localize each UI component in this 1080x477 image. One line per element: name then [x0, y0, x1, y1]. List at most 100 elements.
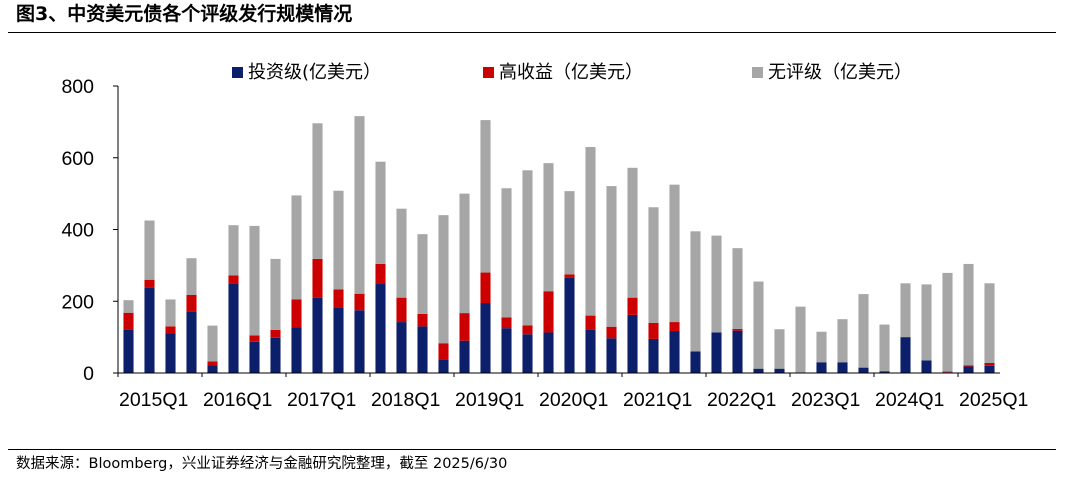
- figure-title: 图3、中资美元债各个评级发行规模情况: [16, 3, 353, 25]
- bottom-rule: [8, 449, 1056, 450]
- bar-2018Q2-series-1: [396, 297, 407, 323]
- bar-2015Q3-series-0: [165, 333, 176, 373]
- bar-2015Q3-series-2: [165, 299, 176, 327]
- bar-2019Q3-series-1: [501, 317, 512, 329]
- bar-2019Q3-series-2: [501, 188, 512, 318]
- bar-2018Q2-series-2: [396, 208, 407, 298]
- bar-2015Q2-series-2: [144, 220, 155, 280]
- bar-2017Q4-series-1: [354, 293, 365, 311]
- bar-2016Q1-series-1: [207, 361, 218, 366]
- bar-2016Q1-series-0: [207, 365, 218, 373]
- bar-2017Q4-series-0: [354, 310, 365, 373]
- legend-label-series-1: 高收益（亿美元）: [499, 62, 643, 83]
- bar-2025Q1-series-0: [963, 366, 974, 373]
- bar-2021Q2-series-2: [648, 207, 659, 323]
- y-tick-label: 800: [61, 76, 94, 98]
- bar-2023Q3-series-0: [837, 362, 848, 373]
- bar-2024Q3-series-0: [921, 360, 932, 373]
- bar-2019Q1-series-2: [459, 193, 470, 314]
- bar-2019Q4-series-1: [522, 325, 533, 335]
- x-tick-label: 2016Q1: [203, 389, 272, 411]
- bar-2015Q3-series-1: [165, 326, 176, 334]
- bar-2020Q4-series-0: [606, 338, 617, 373]
- bar-2022Q2-series-0: [732, 330, 743, 373]
- y-tick-label: 600: [61, 148, 94, 170]
- x-tick-label: 2025Q1: [959, 389, 1028, 411]
- bar-2019Q4-series-0: [522, 334, 533, 373]
- bar-2024Q1-series-0: [879, 371, 890, 373]
- bar-2021Q3-series-1: [669, 322, 680, 332]
- bar-2023Q4-series-0: [858, 367, 869, 373]
- bar-2023Q1-series-2: [795, 306, 806, 373]
- bar-2020Q3-series-0: [585, 329, 596, 373]
- bar-2022Q4-series-2: [774, 329, 785, 369]
- bar-2015Q1-series-2: [123, 300, 134, 313]
- bar-2015Q4-series-1: [186, 294, 197, 312]
- bar-2025Q1-series-1: [963, 365, 974, 367]
- bar-2016Q4-series-1: [270, 329, 281, 338]
- bar-2024Q4-series-2: [942, 272, 953, 372]
- bar-2025Q2-series-1: [984, 362, 995, 366]
- bar-2018Q1-series-0: [375, 284, 386, 373]
- bar-2020Q1-series-2: [543, 163, 554, 292]
- x-tick-label: 2022Q1: [707, 389, 776, 411]
- bar-2025Q1-series-2: [963, 263, 974, 366]
- source-note: 数据来源：Bloomberg，兴业证券经济与金融研究院整理，截至 2025/6/…: [16, 456, 508, 472]
- bar-2017Q1-series-2: [291, 195, 302, 300]
- bar-2016Q3-series-1: [249, 335, 260, 342]
- bar-2024Q2-series-0: [900, 337, 911, 374]
- bar-2022Q3-series-0: [753, 368, 764, 373]
- bar-2017Q2-series-1: [312, 258, 323, 298]
- x-tick-label: 2019Q1: [455, 389, 524, 411]
- bar-2018Q4-series-0: [438, 359, 449, 373]
- bar-2015Q1-series-1: [123, 312, 134, 330]
- bar-2020Q2-series-1: [564, 274, 575, 278]
- bar-2021Q2-series-0: [648, 338, 659, 373]
- bar-2016Q4-series-2: [270, 258, 281, 330]
- stacked-bar-chart: 0 200 400 600 800 2015Q1 2016Q1 2017Q1 2018Q1 201…: [61, 62, 1028, 411]
- bar-2017Q2-series-2: [312, 123, 323, 259]
- bar-2022Q4-series-0: [774, 368, 785, 373]
- bar-2018Q3-series-2: [417, 234, 428, 314]
- bar-2024Q3-series-2: [921, 284, 932, 361]
- bar-2021Q3-series-0: [669, 331, 680, 373]
- bar-2018Q4-series-2: [438, 215, 449, 344]
- x-tick-label: 2020Q1: [539, 389, 608, 411]
- legend-swatch-series-0: [232, 67, 243, 78]
- bar-2022Q1-series-2: [711, 235, 722, 333]
- bar-2022Q2-series-1: [732, 328, 743, 331]
- x-tick-label: 2021Q1: [623, 389, 692, 411]
- x-tick-label: 2023Q1: [791, 389, 860, 411]
- bar-2018Q4-series-1: [438, 343, 449, 360]
- x-tick-label: 2017Q1: [287, 389, 356, 411]
- bar-2021Q4-series-2: [690, 231, 701, 352]
- bar-2019Q3-series-0: [501, 328, 512, 373]
- bar-2015Q4-series-0: [186, 311, 197, 373]
- bar-2022Q1-series-0: [711, 332, 722, 373]
- bar-2023Q2-series-0: [816, 362, 827, 373]
- bar-2017Q1-series-1: [291, 299, 302, 328]
- bar-2018Q2-series-0: [396, 322, 407, 373]
- bar-2016Q1-series-2: [207, 325, 218, 362]
- y-tick-label: 0: [83, 363, 94, 385]
- bar-2021Q2-series-1: [648, 322, 659, 339]
- bar-2019Q1-series-1: [459, 313, 470, 341]
- legend-label-series-2: 无评级（亿美元）: [768, 62, 912, 83]
- bar-2019Q2-series-0: [480, 303, 491, 373]
- bar-2017Q3-series-1: [333, 289, 344, 308]
- bar-2023Q4-series-2: [858, 294, 869, 368]
- bar-2024Q4-series-1: [942, 371, 953, 373]
- bar-2020Q3-series-2: [585, 146, 596, 316]
- bar-2021Q3-series-2: [669, 184, 680, 323]
- bar-2023Q2-series-2: [816, 331, 827, 363]
- bar-2017Q3-series-0: [333, 307, 344, 373]
- bar-2019Q1-series-0: [459, 340, 470, 373]
- bar-2018Q3-series-0: [417, 326, 428, 373]
- bar-2015Q2-series-0: [144, 287, 155, 373]
- bar-2021Q1-series-1: [627, 297, 638, 315]
- bar-2020Q1-series-0: [543, 332, 554, 373]
- bar-2018Q1-series-1: [375, 263, 386, 285]
- bar-2025Q2-series-2: [984, 283, 995, 363]
- bar-2015Q2-series-1: [144, 279, 155, 288]
- legend-swatch-series-2: [752, 67, 763, 78]
